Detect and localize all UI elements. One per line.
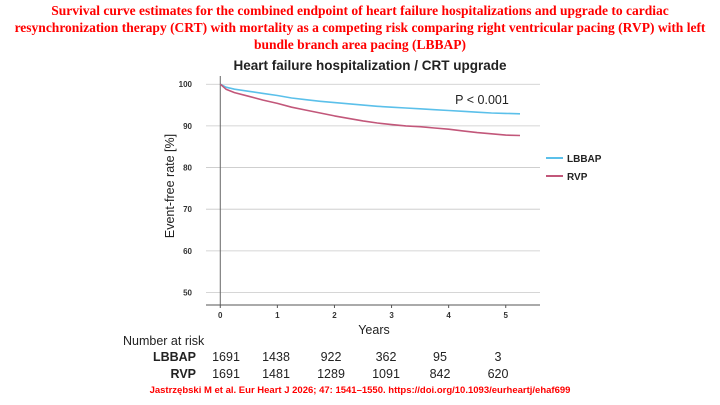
risk-value-lbbap-year-0: 1691 — [212, 350, 240, 364]
risk-value-lbbap-year-4: 95 — [433, 350, 447, 364]
y-tick-label-100: 100 — [179, 80, 193, 89]
series-line-lbbap — [219, 83, 521, 115]
chart-title: Heart failure hospitalization / CRT upgr… — [233, 58, 507, 73]
x-tick-label-4: 4 — [446, 311, 451, 320]
x-tick-label-0: 0 — [218, 311, 223, 320]
risk-value-rvp-year-3: 1091 — [372, 367, 400, 381]
risk-row-label-rvp: RVP — [171, 367, 196, 381]
page-title: Survival curve estimates for the combine… — [14, 3, 706, 52]
x-tick-label-1: 1 — [275, 311, 280, 320]
risk-value-rvp-year-1: 1481 — [262, 367, 290, 381]
risk-value-lbbap-year-2: 922 — [321, 350, 342, 364]
risk-value-rvp-year-4: 842 — [430, 367, 451, 381]
risk-value-rvp-year-0: 1691 — [212, 367, 240, 381]
risk-value-lbbap-year-1: 1438 — [262, 350, 290, 364]
y-tick-label-60: 60 — [183, 247, 192, 256]
x-tick-label-2: 2 — [332, 311, 337, 320]
legend: LBBAP RVP — [546, 154, 602, 183]
y-tick-label-90: 90 — [183, 122, 192, 131]
risk-value-rvp-year-5: 620 — [488, 367, 509, 381]
x-axis-ticks: 0 1 2 3 4 5 — [218, 305, 509, 320]
p-value-annotation: P < 0.001 — [455, 93, 509, 107]
risk-value-rvp-year-2: 1289 — [317, 367, 345, 381]
y-tick-label-80: 80 — [183, 164, 192, 173]
risk-table-label: Number at risk — [123, 334, 205, 348]
x-tick-label-3: 3 — [389, 311, 394, 320]
risk-table: Number at risk LBBAP 1691 1438 922 362 95 3 RVP 1… — [123, 334, 508, 381]
risk-value-lbbap-year-3: 362 — [376, 350, 397, 364]
x-axis-label: Years — [358, 323, 390, 337]
series-line-rvp — [219, 83, 521, 137]
legend-label-rvp: RVP — [567, 172, 588, 183]
y-axis-label: Event-free rate [%] — [163, 134, 177, 238]
series-lines — [219, 83, 521, 137]
grid-lines — [206, 83, 540, 293]
legend-label-lbbap: LBBAP — [567, 154, 602, 165]
y-tick-label-50: 50 — [183, 289, 192, 298]
y-axis-ticks: 50 60 70 80 90 100 — [179, 80, 193, 297]
axes — [206, 76, 540, 306]
y-tick-label-70: 70 — [183, 205, 192, 214]
risk-row-label-lbbap: LBBAP — [153, 350, 196, 364]
x-tick-label-5: 5 — [504, 311, 509, 320]
citation: Jastrzębski M et al. Eur Heart J 2026; 4… — [149, 385, 571, 396]
risk-value-lbbap-year-5: 3 — [495, 350, 502, 364]
